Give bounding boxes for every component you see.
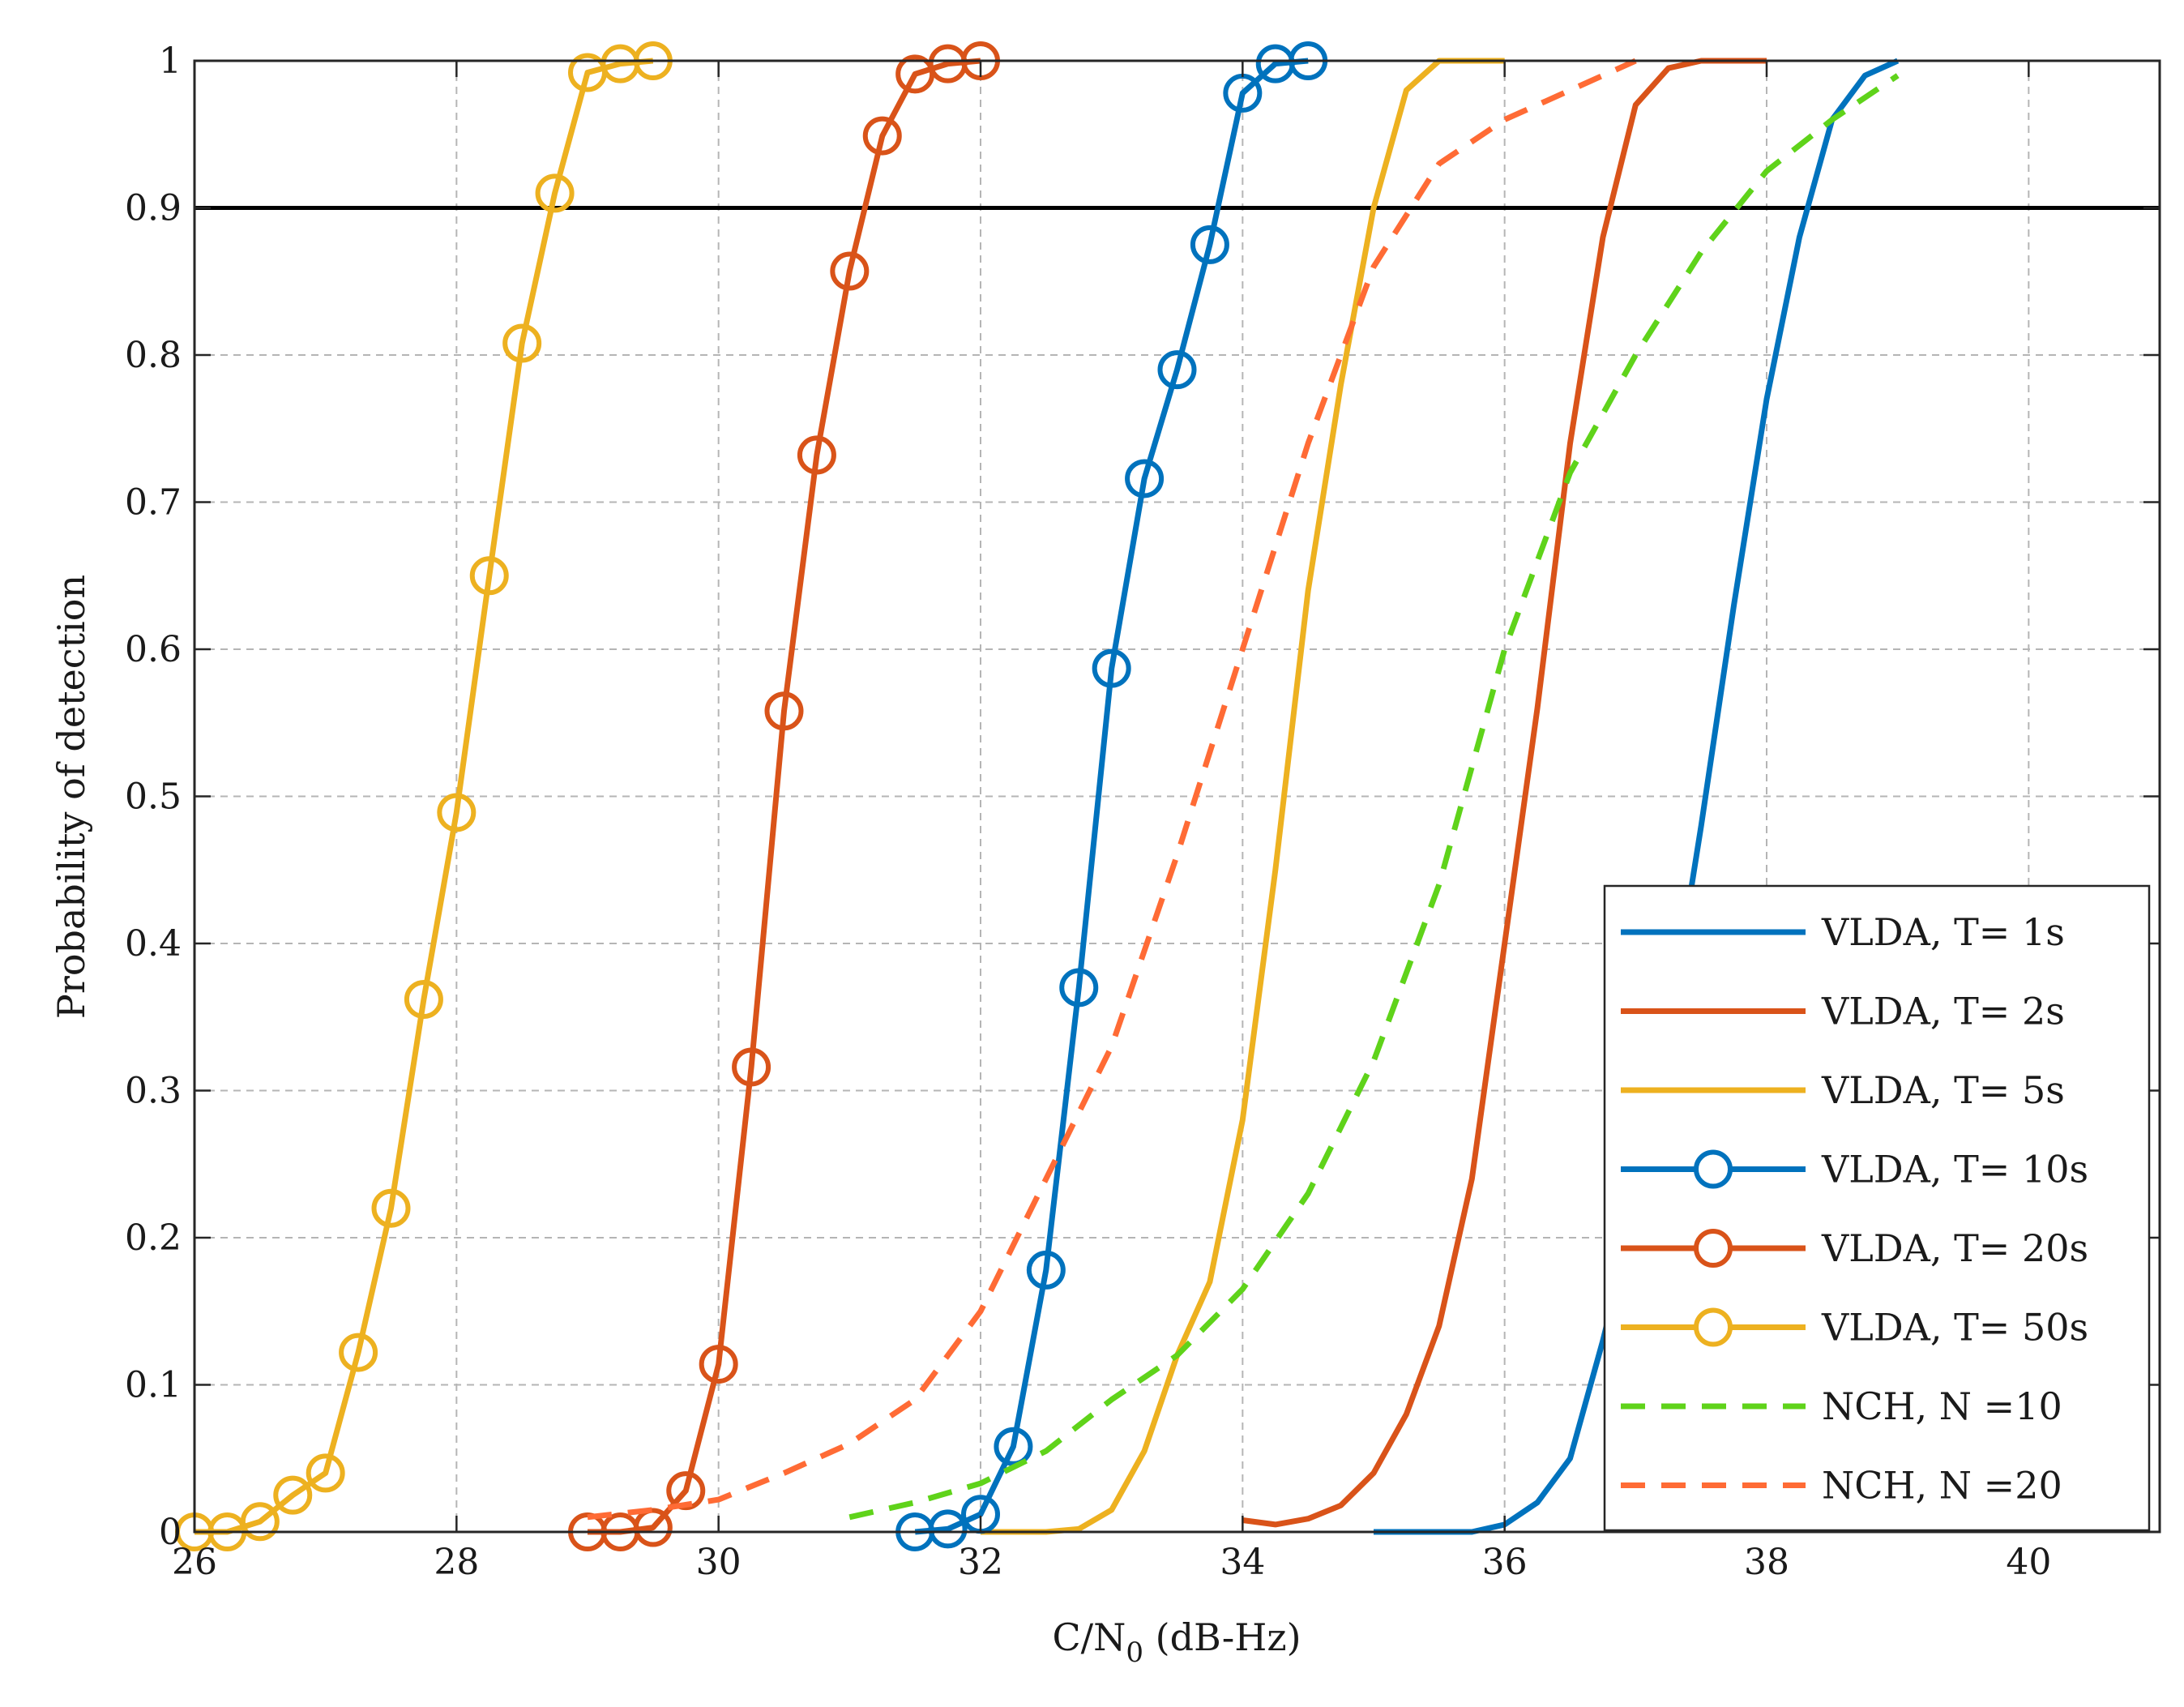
legend: VLDA, T= 1s VLDA, T= 2s VLDA, T= 5s VLDA, T… bbox=[1603, 884, 2151, 1532]
data-point-marker bbox=[764, 691, 804, 731]
x-axis-label: C/N0 (dB-Hz) bbox=[1052, 1615, 1301, 1669]
series-line bbox=[848, 73, 1900, 1521]
legend-label: VLDA, T= 2s bbox=[1821, 990, 2065, 1033]
data-point-marker bbox=[666, 1471, 706, 1511]
data-point-marker bbox=[339, 1333, 378, 1372]
legend-marker bbox=[1694, 1149, 1733, 1189]
data-point-marker bbox=[404, 979, 443, 1019]
data-point-marker bbox=[1059, 968, 1099, 1008]
data-point-marker bbox=[535, 173, 575, 213]
x-axis-label-subscript: 0 bbox=[1126, 1636, 1143, 1669]
x-tick-label: 38 bbox=[1744, 1542, 1789, 1583]
y-tick-label: 0.6 bbox=[125, 629, 182, 670]
data-point-marker bbox=[469, 556, 509, 596]
y-tick-label: 0.5 bbox=[125, 776, 182, 818]
x-tick-label: 32 bbox=[958, 1542, 1003, 1583]
y-axis-label: Probability of detection bbox=[49, 575, 93, 1019]
x-tick-labels: 26 28 30 32 34 36 38 40 bbox=[172, 1542, 2051, 1583]
series-line bbox=[1242, 58, 1767, 1528]
y-tick-label: 0.4 bbox=[125, 923, 182, 965]
data-point-marker bbox=[371, 1188, 411, 1228]
series-line bbox=[587, 58, 1637, 1521]
x-tick-label: 34 bbox=[1220, 1542, 1265, 1583]
legend-label: VLDA, T= 10s bbox=[1821, 1148, 2088, 1191]
series-vlda-t-2s bbox=[1242, 58, 1767, 1528]
legend-marker bbox=[1694, 1229, 1733, 1268]
x-axis-label-unit: (dB-Hz) bbox=[1143, 1615, 1301, 1659]
series-layer bbox=[175, 41, 1900, 1551]
legend-entry: NCH, N =10 bbox=[1621, 1384, 2062, 1428]
y-tick-label: 0.7 bbox=[125, 482, 182, 524]
data-point-marker bbox=[797, 435, 836, 475]
series-line bbox=[588, 58, 981, 1535]
data-point-marker bbox=[1190, 225, 1229, 264]
data-point-marker bbox=[306, 1453, 345, 1493]
y-tick-labels: 0 0.1 0.2 0.3 0.4 0.5 0.6 0.7 0.8 0.9 1 bbox=[125, 41, 182, 1553]
legend-label: NCH, N =10 bbox=[1822, 1384, 2062, 1428]
legend-label: VLDA, T= 20s bbox=[1821, 1226, 2088, 1270]
legend-entries: VLDA, T= 1s VLDA, T= 2s VLDA, T= 5s VLDA, T… bbox=[1621, 910, 2088, 1508]
legend-entry: VLDA, T= 5s bbox=[1621, 1068, 2065, 1112]
x-tick-label: 36 bbox=[1482, 1542, 1528, 1583]
data-point-marker bbox=[830, 251, 870, 291]
legend-entry: VLDA, T= 2s bbox=[1621, 990, 2065, 1033]
data-point-marker bbox=[502, 323, 542, 363]
legend-entry: VLDA, T= 20s bbox=[1621, 1226, 2088, 1270]
y-tick-label: 0.8 bbox=[125, 335, 182, 376]
data-point-marker bbox=[699, 1345, 738, 1384]
data-point-marker bbox=[732, 1047, 771, 1087]
y-tick-label: 0.3 bbox=[125, 1071, 182, 1112]
x-axis-label-main: C/N bbox=[1052, 1615, 1126, 1659]
x-tick-label: 40 bbox=[2006, 1542, 2051, 1583]
data-point-marker bbox=[928, 1509, 968, 1549]
series-line bbox=[981, 58, 1505, 1535]
series-vlda-t-5s bbox=[981, 58, 1505, 1535]
data-point-marker bbox=[1125, 459, 1165, 498]
data-point-marker bbox=[437, 793, 477, 832]
data-point-marker bbox=[1157, 350, 1197, 390]
data-point-marker bbox=[633, 1508, 673, 1547]
tick-marks bbox=[193, 59, 2160, 1534]
y-tick-label: 1 bbox=[159, 41, 182, 82]
x-tick-label: 28 bbox=[434, 1542, 479, 1583]
y-tick-label: 0.2 bbox=[125, 1217, 182, 1259]
data-point-marker bbox=[273, 1475, 313, 1515]
data-point-marker bbox=[862, 116, 902, 156]
series-nch-n-10 bbox=[848, 73, 1900, 1521]
series-line bbox=[914, 58, 1309, 1535]
y-tick-label: 0.1 bbox=[125, 1365, 182, 1406]
legend-label: VLDA, T= 1s bbox=[1821, 910, 2065, 954]
x-tick-label: 26 bbox=[172, 1542, 217, 1583]
data-point-marker bbox=[1026, 1250, 1066, 1290]
legend-entry: VLDA, T= 50s bbox=[1621, 1306, 2088, 1350]
series-line bbox=[194, 58, 654, 1535]
x-tick-label: 30 bbox=[696, 1542, 742, 1583]
legend-box bbox=[1603, 884, 2151, 1532]
y-tick-label: 0.9 bbox=[125, 188, 182, 229]
legend-label: VLDA, T= 50s bbox=[1821, 1306, 2088, 1350]
legend-entry: NCH, N =20 bbox=[1621, 1464, 2062, 1508]
series-vlda-t-50s bbox=[175, 41, 673, 1551]
y-tick-label: 0 bbox=[159, 1512, 182, 1553]
data-point-marker bbox=[240, 1502, 280, 1542]
data-point-marker bbox=[1092, 648, 1131, 688]
legend-marker bbox=[1694, 1307, 1733, 1347]
legend-entry: VLDA, T= 10s bbox=[1621, 1148, 2088, 1191]
series-vlda-t-10s bbox=[895, 41, 1328, 1551]
legend-entry: VLDA, T= 1s bbox=[1621, 910, 2065, 954]
legend-label: NCH, N =20 bbox=[1822, 1464, 2062, 1508]
data-point-marker bbox=[994, 1427, 1033, 1466]
legend-label: VLDA, T= 5s bbox=[1821, 1068, 2065, 1112]
series-nch-n-20 bbox=[587, 58, 1637, 1521]
